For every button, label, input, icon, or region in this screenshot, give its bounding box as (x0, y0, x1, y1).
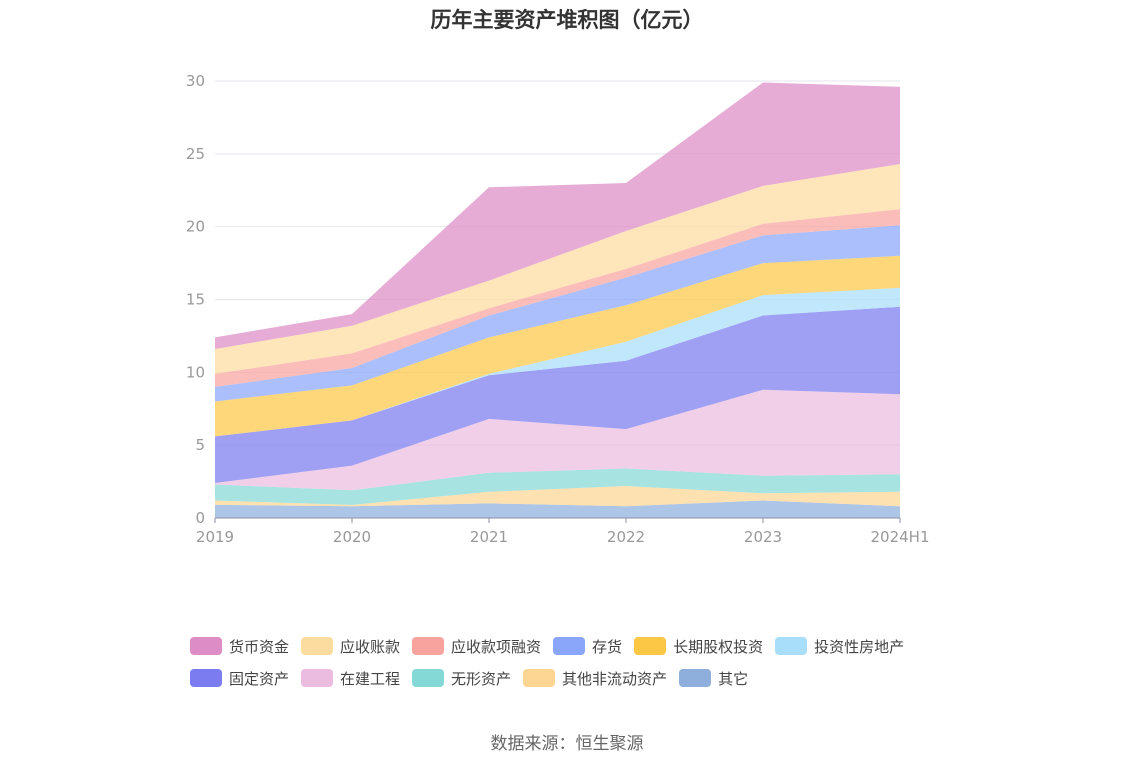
legend-label: 固定资产 (229, 669, 290, 688)
area-series[interactable] (215, 209, 900, 387)
legend-item[interactable]: 货币资金 (190, 636, 289, 657)
legend-swatch (412, 637, 445, 655)
area-series[interactable] (215, 255, 900, 437)
x-tick-label: 2022 (607, 528, 645, 546)
legend-item[interactable]: 应收账款 (301, 636, 400, 657)
y-tick-label: 30 (186, 72, 205, 90)
legend-label: 投资性房地产 (814, 637, 905, 656)
legend-label: 应收款项融资 (451, 637, 542, 656)
legend-item[interactable]: 其它 (679, 668, 748, 689)
y-tick-label: 5 (195, 436, 205, 454)
legend-row: 货币资金 应收账款 应收款项融资 存货 长期股权投资 投资性房地产 (190, 630, 990, 662)
area-series[interactable] (215, 500, 900, 519)
legend-item[interactable]: 固定资产 (190, 668, 289, 689)
x-tick-label: 2023 (744, 528, 782, 546)
legend-label: 存货 (592, 637, 623, 656)
legend-item[interactable]: 其他非流动资产 (523, 668, 667, 689)
legend-label: 其它 (718, 669, 749, 688)
legend-swatch (190, 669, 222, 687)
legend-label: 货币资金 (229, 637, 290, 656)
y-tick-label: 15 (186, 291, 205, 309)
legend-swatch (775, 637, 808, 655)
x-tick-label: 2024H1 (871, 528, 930, 546)
legend-label: 应收账款 (340, 637, 401, 656)
y-tick-label: 10 (186, 363, 205, 381)
legend-swatch (301, 637, 334, 655)
legend-label: 其他非流动资产 (562, 669, 668, 688)
area-series[interactable] (215, 287, 900, 437)
chart-title: 历年主要资产堆积图（亿元） (430, 8, 704, 32)
legend-item[interactable]: 存货 (553, 636, 622, 657)
legend-swatch (553, 637, 586, 655)
area-series[interactable] (215, 306, 900, 483)
legend-item[interactable]: 应收款项融资 (412, 636, 541, 657)
legend-swatch (523, 669, 556, 687)
x-tick-label: 2020 (333, 528, 371, 546)
legend-item[interactable]: 长期股权投资 (634, 636, 763, 657)
legend-item[interactable]: 无形资产 (412, 668, 511, 689)
legend-swatch (679, 669, 712, 687)
x-tick-label: 2021 (470, 528, 508, 546)
y-tick-label: 25 (186, 145, 205, 163)
x-tick-label: 2019 (196, 528, 234, 546)
legend-swatch (301, 669, 334, 687)
y-tick-label: 0 (195, 509, 205, 527)
legend-item[interactable]: 投资性房地产 (775, 636, 904, 657)
data-source-note: 数据来源：恒生聚源 (490, 734, 644, 754)
area-series[interactable] (215, 164, 900, 374)
legend-row: 固定资产 在建工程 无形资产 其他非流动资产 其它 (190, 662, 990, 694)
area-series[interactable] (215, 82, 900, 350)
legend-swatch (190, 637, 222, 655)
legend-label: 无形资产 (451, 669, 512, 688)
legend-swatch (412, 669, 445, 687)
chart-legend: 货币资金 应收账款 应收款项融资 存货 长期股权投资 投资性房地产固定资产 在建工程 无形资产… (190, 630, 990, 694)
area-series[interactable] (215, 486, 900, 507)
legend-swatch (634, 637, 667, 655)
stacked-area-chart: 0 5 10 15 20 25 30 2019 2020 2021 2022 2023 2024H1 (186, 72, 930, 546)
legend-label: 在建工程 (340, 669, 401, 688)
legend-item[interactable]: 在建工程 (301, 668, 400, 689)
legend-label: 长期股权投资 (673, 637, 764, 656)
area-series[interactable] (215, 468, 900, 505)
area-series[interactable] (215, 225, 900, 402)
y-tick-label: 20 (186, 218, 205, 236)
area-series[interactable] (215, 389, 900, 491)
